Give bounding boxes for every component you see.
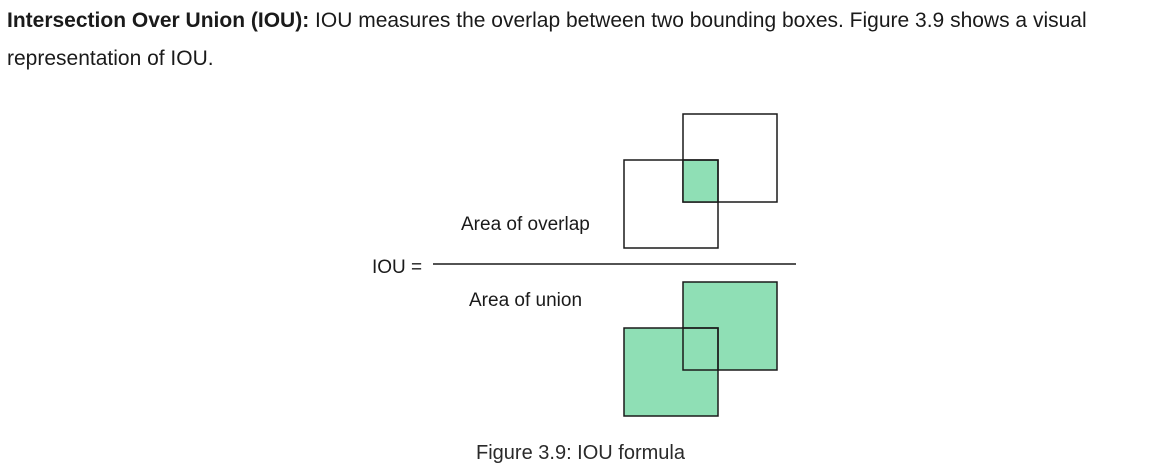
description-text: IOU measures the overlap between two bou… bbox=[7, 9, 1087, 70]
overlap-box-front bbox=[623, 159, 719, 249]
overlap-region bbox=[683, 160, 718, 202]
description-paragraph: Intersection Over Union (IOU): IOU measu… bbox=[7, 2, 1157, 78]
overlap-region-outline bbox=[682, 159, 719, 203]
denominator-label: Area of union bbox=[469, 290, 582, 311]
term-heading: Intersection Over Union (IOU): bbox=[7, 9, 310, 32]
union-box-front bbox=[623, 327, 719, 417]
figure-caption: Figure 3.9: IOU formula bbox=[476, 442, 685, 464]
overlap-diagram bbox=[623, 113, 778, 249]
iou-equals-label: IOU = bbox=[372, 257, 422, 278]
overlap-box-back bbox=[682, 113, 778, 203]
union-diagram bbox=[623, 281, 778, 417]
iou-formula-figure: IOU = Area of overlap Area of union bbox=[372, 113, 796, 417]
numerator-label: Area of overlap bbox=[461, 214, 590, 235]
union-overlap-outline bbox=[682, 327, 719, 371]
